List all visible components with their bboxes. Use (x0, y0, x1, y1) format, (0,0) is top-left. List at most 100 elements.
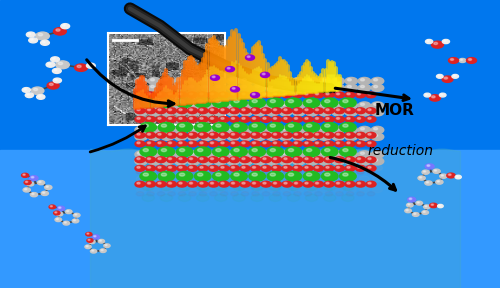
Circle shape (343, 100, 348, 103)
Circle shape (358, 133, 360, 135)
Circle shape (360, 176, 370, 182)
Circle shape (249, 98, 266, 107)
Circle shape (150, 110, 154, 112)
Circle shape (220, 181, 228, 185)
Circle shape (164, 128, 168, 130)
Circle shape (254, 154, 264, 160)
Circle shape (198, 173, 203, 176)
Circle shape (101, 249, 103, 251)
Circle shape (441, 175, 444, 176)
Circle shape (24, 181, 31, 185)
Circle shape (274, 182, 276, 184)
Circle shape (198, 181, 208, 187)
Circle shape (306, 158, 318, 165)
Circle shape (267, 172, 283, 181)
Circle shape (86, 63, 96, 68)
Circle shape (345, 157, 355, 162)
Circle shape (219, 181, 229, 187)
Circle shape (260, 72, 270, 77)
Circle shape (263, 133, 266, 135)
Circle shape (143, 173, 148, 176)
Circle shape (166, 132, 176, 138)
Circle shape (135, 117, 145, 122)
Circle shape (268, 165, 278, 171)
Circle shape (180, 100, 184, 103)
Circle shape (308, 128, 312, 130)
Circle shape (92, 250, 94, 251)
Circle shape (214, 183, 227, 190)
Circle shape (256, 134, 260, 137)
Circle shape (334, 159, 338, 161)
Circle shape (285, 172, 302, 181)
Circle shape (242, 86, 246, 88)
Circle shape (162, 149, 166, 152)
Circle shape (157, 170, 165, 174)
Circle shape (177, 86, 181, 88)
Circle shape (368, 142, 371, 144)
Circle shape (434, 170, 436, 171)
Circle shape (168, 166, 172, 168)
Circle shape (336, 182, 340, 184)
Circle shape (162, 100, 166, 103)
Circle shape (212, 147, 229, 157)
Circle shape (336, 170, 343, 174)
Circle shape (263, 182, 266, 184)
Circle shape (166, 165, 176, 171)
Circle shape (346, 170, 354, 174)
Circle shape (266, 77, 278, 85)
Circle shape (254, 165, 264, 171)
Circle shape (219, 165, 229, 171)
Circle shape (360, 128, 364, 130)
Circle shape (269, 162, 281, 168)
Circle shape (347, 118, 350, 119)
Circle shape (188, 157, 198, 162)
Circle shape (274, 118, 276, 119)
Circle shape (304, 98, 320, 107)
Circle shape (346, 165, 356, 171)
Circle shape (358, 102, 370, 109)
Circle shape (348, 103, 352, 105)
Circle shape (177, 108, 187, 113)
Circle shape (216, 110, 220, 112)
Circle shape (306, 126, 318, 134)
Circle shape (274, 158, 276, 160)
Circle shape (142, 173, 154, 179)
Circle shape (305, 109, 308, 111)
Circle shape (226, 67, 234, 72)
Circle shape (232, 133, 234, 135)
Circle shape (158, 166, 161, 168)
Circle shape (178, 181, 186, 185)
Circle shape (348, 79, 352, 81)
Circle shape (199, 159, 207, 163)
Circle shape (252, 173, 258, 176)
Circle shape (250, 141, 260, 147)
Circle shape (198, 132, 208, 138)
Circle shape (146, 132, 156, 138)
Circle shape (234, 124, 239, 127)
Circle shape (267, 123, 283, 132)
Circle shape (200, 93, 203, 95)
Circle shape (234, 149, 239, 152)
Circle shape (199, 181, 207, 185)
Circle shape (253, 77, 266, 85)
Circle shape (232, 88, 235, 89)
Circle shape (321, 79, 325, 81)
Circle shape (161, 151, 174, 158)
Circle shape (200, 109, 203, 111)
Circle shape (436, 75, 443, 78)
Circle shape (179, 109, 182, 111)
Circle shape (294, 176, 304, 182)
Circle shape (303, 132, 313, 138)
Circle shape (273, 159, 280, 163)
Circle shape (242, 176, 252, 182)
Circle shape (162, 176, 172, 182)
Circle shape (343, 173, 348, 176)
Circle shape (210, 158, 214, 160)
Circle shape (180, 149, 184, 152)
Circle shape (252, 166, 256, 168)
Circle shape (360, 159, 364, 161)
Circle shape (230, 152, 234, 154)
Circle shape (198, 92, 208, 98)
Circle shape (306, 84, 318, 91)
Circle shape (342, 183, 354, 190)
